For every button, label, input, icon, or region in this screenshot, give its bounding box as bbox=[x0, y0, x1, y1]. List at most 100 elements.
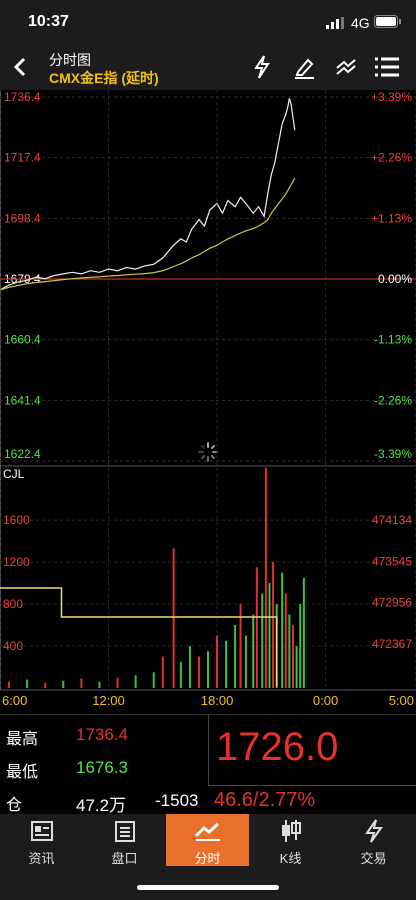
x-tick-label: 6:00 bbox=[2, 693, 27, 708]
tab-label: 盘口 bbox=[111, 851, 138, 866]
volume-bar bbox=[179, 661, 182, 688]
tab[interactable]: K线 bbox=[249, 814, 332, 866]
volume-bar bbox=[225, 640, 228, 688]
price-line bbox=[0, 98, 296, 291]
y2-tick-label: +1.13% bbox=[371, 211, 412, 225]
volume-bar bbox=[281, 572, 284, 688]
volume-bar bbox=[216, 635, 219, 688]
back-button[interactable] bbox=[10, 56, 30, 78]
tab[interactable]: 交易 bbox=[332, 814, 415, 866]
tab-label: 交易 bbox=[360, 851, 387, 866]
y2-tick-label: -1.13% bbox=[374, 333, 412, 347]
y-tick-label: 1641.4 bbox=[4, 393, 41, 407]
status-bar: 10:37 4G bbox=[0, 0, 416, 44]
y-tick-label: 1736.4 bbox=[4, 90, 41, 104]
instrument-name: CMX金E指 (延时) bbox=[49, 70, 159, 86]
y-tick-label: 400 bbox=[3, 639, 23, 653]
x-tick-label: 12:00 bbox=[92, 693, 125, 708]
clock: 10:37 bbox=[28, 13, 69, 30]
last-price: 1726.0 bbox=[216, 725, 339, 769]
low-value: 1676.3 bbox=[76, 758, 128, 777]
price-box bbox=[208, 715, 416, 786]
indicator-button[interactable] bbox=[334, 54, 358, 80]
volume-bar bbox=[161, 656, 164, 688]
y-tick-label: 800 bbox=[3, 597, 23, 611]
page-title: 分时图 bbox=[49, 52, 91, 68]
y-tick-label: 1200 bbox=[3, 555, 30, 569]
x-tick-label: 18:00 bbox=[201, 693, 234, 708]
volume-bar bbox=[255, 567, 258, 688]
y-tick-label: 1622.4 bbox=[4, 447, 41, 461]
y2-tick-label: -3.39% bbox=[374, 447, 412, 461]
nav-bar: 分时图 CMX金E指 (延时) bbox=[0, 44, 416, 90]
tab-label: 分时 bbox=[194, 851, 221, 866]
y2-tick-label: +2.26% bbox=[371, 151, 412, 165]
volume-bar bbox=[8, 681, 11, 688]
tab-label: K线 bbox=[279, 851, 302, 866]
volume-bar bbox=[197, 656, 200, 688]
y-tick-label: 1600 bbox=[3, 513, 30, 527]
network: 4G bbox=[351, 15, 370, 31]
chart-area: 1736.41717.41698.41679.41660.41641.41622… bbox=[0, 90, 416, 708]
tab-icon bbox=[282, 820, 301, 842]
volume-bar bbox=[264, 467, 267, 688]
tab-label: 资讯 bbox=[28, 851, 55, 866]
quote-panel: 最高 1736.4 最低 1676.3 仓 47.2万 -1503 1726.0… bbox=[0, 714, 416, 815]
volume-bar bbox=[116, 677, 119, 688]
y-tick-label: 1698.4 bbox=[4, 211, 41, 225]
volume-bar bbox=[261, 593, 264, 688]
tab[interactable]: 资讯 bbox=[0, 814, 83, 866]
volume-bar bbox=[284, 593, 287, 688]
flash-button[interactable] bbox=[252, 54, 272, 80]
volume-bar bbox=[134, 675, 137, 688]
low-label: 最低 bbox=[6, 764, 39, 781]
y2-tick-label: 474134 bbox=[372, 513, 412, 527]
draw-button[interactable] bbox=[292, 54, 316, 80]
volume-bar bbox=[252, 614, 255, 688]
oi-label: 仓 bbox=[6, 797, 23, 814]
open-interest-line bbox=[0, 587, 278, 687]
volume-bar bbox=[268, 583, 271, 688]
y2-tick-label: 473545 bbox=[372, 554, 412, 568]
home-indicator bbox=[137, 885, 279, 890]
volume-bar bbox=[302, 577, 305, 688]
y-tick-label: 1660.4 bbox=[4, 333, 41, 347]
high-value: 1736.4 bbox=[76, 725, 128, 744]
volume-bar bbox=[292, 625, 295, 688]
y-tick-label: 1717.4 bbox=[4, 151, 41, 165]
volume-bar bbox=[26, 679, 29, 688]
volume-bar bbox=[152, 672, 155, 688]
y2-tick-label: -2.26% bbox=[374, 393, 412, 407]
volume-bar bbox=[299, 604, 302, 688]
signal-icon bbox=[326, 17, 344, 29]
panel-title: CJL bbox=[3, 467, 25, 481]
volume-bar bbox=[44, 682, 47, 688]
volume-bar bbox=[239, 604, 242, 688]
y2-tick-label: 0.00% bbox=[378, 272, 412, 286]
oi-change: -1503 bbox=[155, 791, 199, 810]
volume-bar bbox=[272, 562, 275, 688]
tab-icon bbox=[31, 821, 53, 841]
volume-bar bbox=[172, 548, 175, 688]
tab[interactable]: 分时 bbox=[166, 814, 249, 866]
battery-icon bbox=[374, 15, 401, 28]
volume-bar bbox=[62, 680, 65, 688]
tab-icon bbox=[365, 819, 383, 843]
price-line bbox=[0, 177, 296, 291]
volume-bar bbox=[234, 625, 237, 688]
volume-bar bbox=[80, 678, 83, 688]
x-tick-label: 0:00 bbox=[313, 693, 338, 708]
tab[interactable]: 盘口 bbox=[83, 814, 166, 866]
oi-value: 47.2万 bbox=[76, 796, 127, 815]
tab-icon bbox=[194, 822, 220, 841]
loading-spinner bbox=[198, 442, 218, 462]
high-label: 最高 bbox=[6, 731, 39, 748]
x-tick-label: 5:00 bbox=[389, 693, 414, 708]
volume-bar bbox=[288, 614, 291, 688]
volume-bar bbox=[98, 681, 101, 688]
menu-button[interactable] bbox=[375, 56, 401, 78]
tab-bar: 资讯 盘口 分时 K线 交易 bbox=[0, 814, 416, 900]
y2-tick-label: 472367 bbox=[372, 637, 412, 651]
volume-bar bbox=[244, 635, 247, 688]
